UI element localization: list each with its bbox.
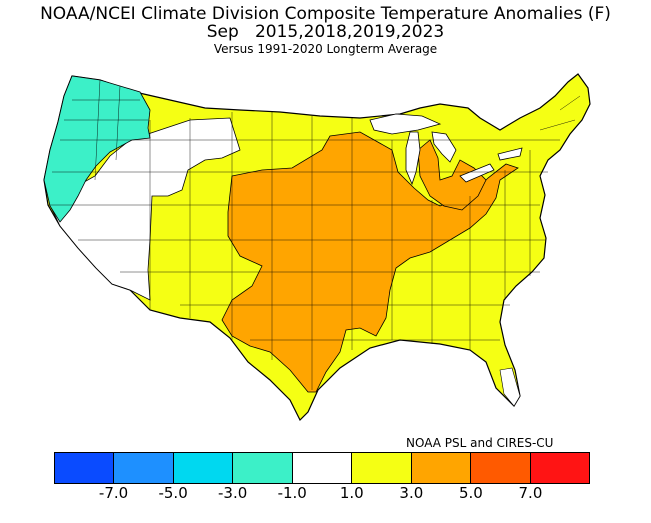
region-near-normal-south-florida (499, 367, 521, 407)
region-warm-central-plains (221, 131, 519, 393)
lake-michigan (405, 131, 421, 186)
us-climate-division-map (43, 73, 591, 422)
region-near-normal-west (49, 117, 241, 301)
data-credit: NOAA PSL and CIRES-CU (406, 436, 554, 450)
legend-swatch-3 (233, 453, 293, 483)
legend-tick-label: -5.0 (158, 484, 188, 502)
legend-swatch-7 (471, 453, 531, 483)
legend-swatch-8 (530, 453, 589, 483)
legend-tick-label: 7.0 (518, 484, 543, 502)
legend-tick-label: 1.0 (339, 484, 364, 502)
map-period: Sep 2015,2018,2019,2023 (206, 22, 445, 42)
legend-swatch-4 (292, 453, 353, 483)
legend-swatch-5 (352, 453, 412, 483)
lake-huron (431, 131, 457, 163)
legend-swatch-2 (173, 453, 234, 483)
lake-superior (369, 113, 442, 135)
map-title: NOAA/NCEI Climate Division Composite Tem… (40, 4, 611, 24)
legend-swatch-1 (114, 453, 174, 483)
legend-tick-label: -7.0 (98, 484, 129, 502)
legend-swatch-0 (55, 453, 115, 483)
legend-tick-label: -3.0 (218, 484, 248, 502)
legend-swatch-6 (411, 453, 472, 483)
region-cool-pacific-northwest (43, 75, 151, 223)
lake-ontario (497, 147, 523, 161)
lake-erie (459, 163, 495, 183)
legend-tick-label: 5.0 (458, 484, 483, 502)
legend-tick-label: -1.0 (277, 484, 307, 502)
map-baseline: Versus 1991-2020 Longterm Average (213, 42, 438, 56)
division-boundaries (48, 79, 581, 390)
color-scale-bar (54, 452, 590, 484)
legend-tick-label: 3.0 (399, 484, 424, 502)
